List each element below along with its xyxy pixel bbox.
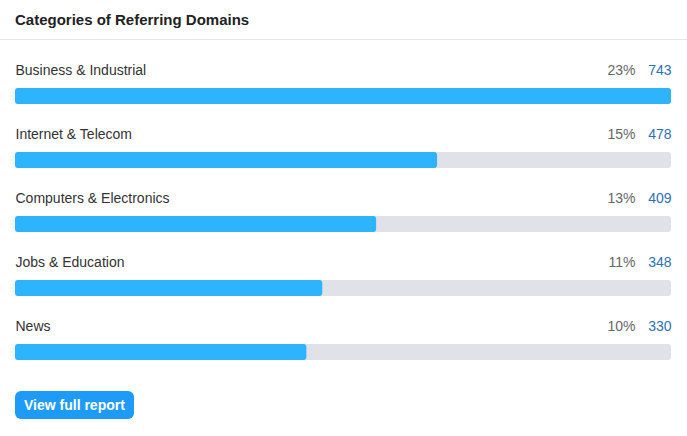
svg-text:Computers & Electronics: Computers & Electronics [16,190,170,206]
svg-text:News: News [16,318,51,334]
html-text:Categories of Referring Domain: Categories of Referring Domains [15,11,250,28]
svg-text:409: 409 [648,190,672,206]
svg-text:Jobs & Education: Jobs & Education [16,254,125,270]
svg-text:Internet & Telecom: Internet & Telecom [16,126,132,142]
html-text:View full report: View full report [24,397,125,413]
svg-text:10%: 10% [607,318,635,334]
svg-text:330: 330 [648,318,672,334]
svg-text:13%: 13% [607,190,635,206]
svg-text:23%: 23% [607,62,635,78]
svg-text:478: 478 [648,126,672,142]
svg-text:Business & Industrial: Business & Industrial [16,62,147,78]
svg-text:743: 743 [648,62,672,78]
svg-text:15%: 15% [607,126,635,142]
svg-text:11%: 11% [609,254,636,270]
svg-text:348: 348 [648,254,672,270]
